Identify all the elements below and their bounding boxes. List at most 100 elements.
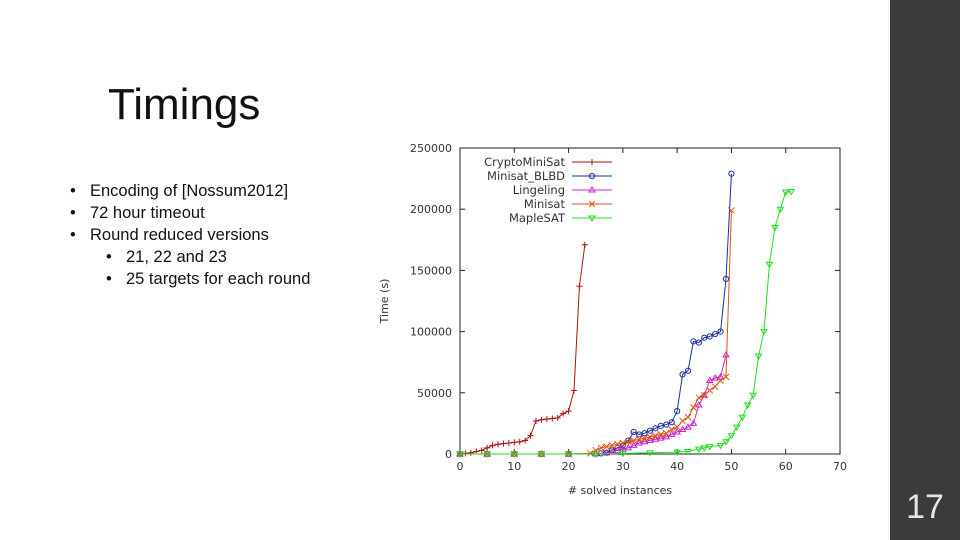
data-point <box>667 430 676 437</box>
data-point <box>694 401 703 408</box>
data-point <box>684 423 692 430</box>
x-axis-label: # solved instances <box>568 484 673 497</box>
data-point <box>478 447 485 454</box>
bullet-text: 72 hour timeout <box>90 204 205 222</box>
data-point <box>712 330 719 338</box>
data-point <box>770 225 779 232</box>
x-tick-label: 60 <box>779 460 793 473</box>
data-point <box>646 433 654 441</box>
data-point <box>673 427 682 435</box>
data-point <box>483 451 492 458</box>
x-tick-label: 40 <box>670 460 684 473</box>
data-point <box>505 439 512 446</box>
data-point <box>711 383 719 391</box>
data-point <box>684 367 692 374</box>
data-point <box>462 450 469 457</box>
data-point <box>727 433 736 440</box>
data-point <box>588 215 596 222</box>
data-point <box>716 372 725 380</box>
series-maplesat <box>456 188 796 458</box>
data-point <box>722 275 730 283</box>
data-point <box>646 436 654 444</box>
data-point <box>591 449 600 457</box>
y-tick-label: 0 <box>445 448 452 461</box>
data-point <box>674 408 681 415</box>
x-tick-label: 50 <box>724 460 738 473</box>
data-point <box>527 432 534 439</box>
y-tick-label: 200000 <box>410 203 452 216</box>
data-point <box>646 450 654 457</box>
data-point <box>700 445 709 452</box>
data-point <box>673 423 681 431</box>
bullet-text: Round reduced versions <box>90 226 269 244</box>
sub-bullet-item: • 21, 22 and 23 <box>70 246 310 268</box>
data-point <box>738 414 747 422</box>
x-tick-label: 70 <box>833 460 847 473</box>
data-point <box>588 186 596 193</box>
data-point <box>586 450 594 457</box>
data-point <box>533 417 539 424</box>
data-point <box>549 415 556 422</box>
bullet-text: 25 targets for each round <box>126 270 311 288</box>
data-point <box>673 449 682 457</box>
bullet-list: • Encoding of [Nossum2012] • 72 hour timeo… <box>70 180 310 290</box>
legend-label: Lingeling <box>513 183 565 197</box>
series-line <box>460 190 792 455</box>
data-point <box>630 437 638 444</box>
data-point <box>554 414 561 421</box>
bullet-text: Encoding of [Nossum2012] <box>90 182 289 200</box>
data-point <box>781 189 790 197</box>
series-minisat <box>456 207 735 458</box>
data-point <box>656 434 665 441</box>
data-point <box>614 440 621 448</box>
data-point <box>722 373 730 381</box>
data-point <box>641 430 648 437</box>
bullet-dot-icon: • <box>70 226 76 244</box>
data-point <box>581 241 588 248</box>
data-point <box>668 426 676 433</box>
data-point <box>700 391 708 399</box>
data-point <box>500 440 507 447</box>
data-point <box>679 371 686 378</box>
plot-frame <box>459 147 841 455</box>
data-point <box>538 416 545 423</box>
data-point <box>516 438 523 445</box>
y-tick-label: 150000 <box>410 264 452 277</box>
data-point <box>564 451 573 458</box>
data-point <box>711 374 720 381</box>
data-point <box>603 443 610 451</box>
data-point <box>651 435 660 442</box>
data-point <box>624 438 632 446</box>
data-point <box>695 394 703 402</box>
y-axis-label: Time (s) <box>378 279 391 325</box>
x-tick-label: 10 <box>507 460 521 473</box>
data-point <box>684 449 692 456</box>
data-point <box>657 431 665 438</box>
data-point <box>629 441 638 448</box>
data-point <box>640 437 649 445</box>
sub-bullet-item: • 25 targets for each round <box>70 268 310 290</box>
x-tick-label: 0 <box>457 460 464 473</box>
data-point <box>765 261 774 269</box>
data-point <box>668 419 675 426</box>
data-point <box>787 188 796 196</box>
data-point <box>717 377 724 384</box>
series-minisat-blbd <box>456 170 735 458</box>
data-point <box>717 328 724 335</box>
legend-label: MapleSAT <box>509 211 566 225</box>
data-point <box>613 446 622 453</box>
data-point <box>543 416 550 423</box>
data-point <box>619 439 627 447</box>
data-point <box>732 424 741 432</box>
data-point <box>522 437 529 444</box>
data-point <box>663 421 670 428</box>
series-line <box>459 244 586 455</box>
data-point <box>495 441 501 448</box>
data-point <box>716 442 725 450</box>
data-point <box>662 432 671 440</box>
slide-title: Timings <box>108 80 261 129</box>
data-point <box>608 448 616 455</box>
data-point <box>679 417 686 425</box>
data-point <box>484 444 491 451</box>
data-point <box>608 447 616 454</box>
